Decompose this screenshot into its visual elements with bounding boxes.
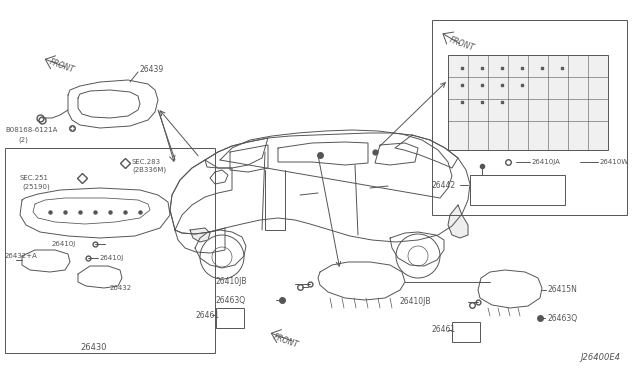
Text: (2): (2) (18, 137, 28, 143)
Text: 26432: 26432 (110, 285, 132, 291)
Text: 26432+A: 26432+A (5, 253, 38, 259)
Text: 26442: 26442 (432, 180, 456, 189)
Bar (432, 20, 627, 215)
Bar (452, 322, 480, 342)
Text: 26410JB: 26410JB (400, 298, 431, 307)
Bar (448, 55, 608, 150)
Bar (470, 175, 565, 205)
Text: 26461: 26461 (196, 311, 220, 320)
Text: 26410W: 26410W (600, 159, 629, 165)
Polygon shape (448, 205, 468, 238)
Text: SEC.251: SEC.251 (20, 175, 49, 181)
Text: 26463Q: 26463Q (215, 295, 245, 305)
Text: 26415N: 26415N (548, 285, 578, 295)
Bar (216, 308, 244, 328)
Text: 26439: 26439 (140, 65, 164, 74)
Text: FRONT: FRONT (48, 57, 76, 75)
Text: 26463Q: 26463Q (548, 314, 578, 323)
Text: 26410J: 26410J (100, 255, 124, 261)
Text: 26410JB: 26410JB (215, 278, 246, 286)
Text: 26461: 26461 (432, 326, 456, 334)
Text: FRONT: FRONT (272, 332, 300, 350)
Text: (25190): (25190) (22, 184, 50, 190)
Text: 26410JA: 26410JA (532, 159, 561, 165)
Text: FRONT: FRONT (448, 35, 476, 53)
Text: SEC.283: SEC.283 (132, 159, 161, 165)
Text: (2B336M): (2B336M) (132, 167, 166, 173)
Text: 26410J: 26410J (52, 241, 76, 247)
Polygon shape (190, 228, 210, 242)
Text: 26430: 26430 (80, 343, 106, 353)
Text: J26400E4: J26400E4 (580, 353, 620, 362)
Text: B08168-6121A: B08168-6121A (5, 127, 58, 133)
Bar (5, 148, 215, 353)
